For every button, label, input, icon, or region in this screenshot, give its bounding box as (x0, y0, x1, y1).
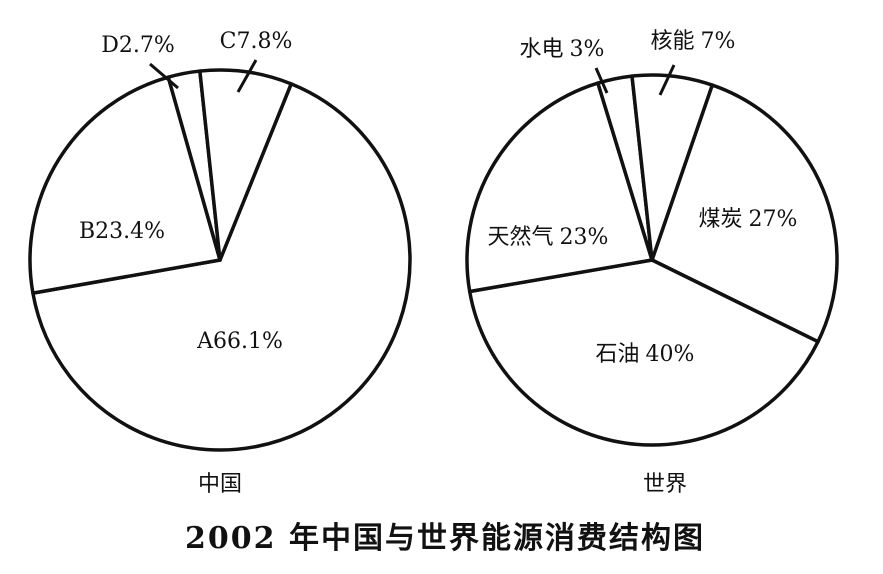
slice-value: 7.8% (236, 29, 292, 54)
slice-value: 3% (570, 37, 605, 62)
slice-category: A (196, 329, 214, 354)
pie-slice (630, 73, 714, 262)
slice-label: B23.4% (79, 219, 165, 244)
slice-category: B (79, 219, 95, 244)
slice-label: 天然气 23% (488, 225, 609, 250)
slice-label: 煤炭 27% (699, 207, 798, 232)
leader-line (658, 64, 676, 96)
pie-slice (467, 258, 820, 447)
slice-value: 40% (646, 342, 695, 367)
slice-label: A66.1% (196, 329, 283, 354)
slice-label: 水电 3% (520, 37, 605, 62)
slice-value: 23% (560, 225, 609, 250)
slice-value: 27% (749, 207, 798, 232)
leader-line (594, 67, 609, 94)
slice-category: 天然气 (488, 225, 554, 250)
slice-label: C7.8% (220, 29, 293, 54)
slice-label: 核能 7% (651, 29, 736, 54)
slice-category: C (220, 29, 237, 54)
pie-caption: 世界 (643, 472, 687, 497)
slice-label: D2.7% (101, 33, 175, 58)
slice-category: 水电 (520, 37, 564, 62)
slice-value: 7% (701, 29, 736, 54)
slice-category: 煤炭 (699, 207, 743, 232)
slice-label: 石油 40% (596, 342, 695, 367)
slice-category: 核能 (651, 29, 695, 54)
slice-value: 66.1% (213, 329, 283, 354)
leader-line (149, 62, 179, 90)
slice-value: 2.7% (119, 33, 175, 58)
pie-caption: 中国 (198, 472, 242, 497)
pie-slice (31, 82, 412, 452)
pie-slice (465, 81, 654, 294)
pie-slice (650, 83, 839, 344)
slice-category: D (101, 33, 119, 58)
slice-value: 23.4% (95, 219, 165, 244)
slice-category: 石油 (596, 342, 640, 367)
pie-slice (198, 68, 293, 262)
leader-line (236, 59, 258, 93)
pie-slice (28, 75, 222, 295)
main-title: 2002 年中国与世界能源消费结构图 (185, 521, 705, 556)
